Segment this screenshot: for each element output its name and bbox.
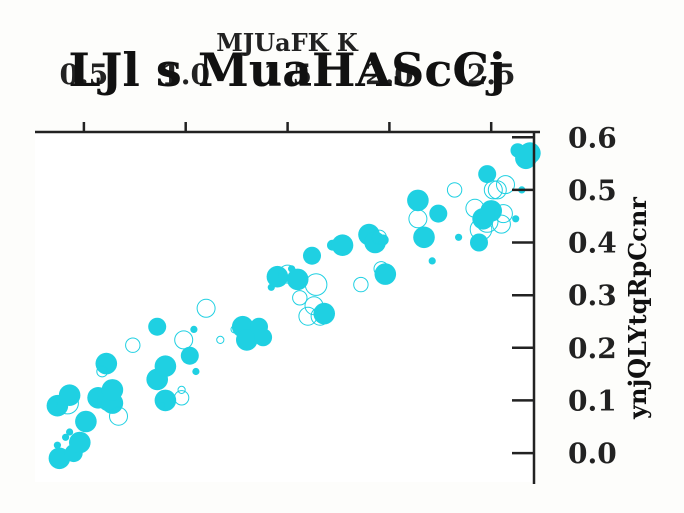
data-point [125,337,141,353]
data-point [192,367,200,376]
data-point [58,384,81,407]
data-point [66,428,74,436]
data-point [154,389,177,412]
data-point [429,204,448,223]
data-point [190,325,198,333]
y-tick-label: 0.0 [568,437,617,470]
data-point [446,182,463,198]
data-point [254,328,273,347]
data-point [53,441,62,449]
data-point [483,180,503,200]
data-point [455,233,463,241]
data-point [313,302,336,325]
x-tick-label: 1.5 [263,58,312,91]
data-point [196,298,216,318]
data-point [266,265,289,288]
chart-subtitle: MJUaFK K [216,28,359,57]
data-point [408,209,428,229]
data-point [353,276,369,293]
data-point [374,263,397,285]
data-point [101,379,124,401]
data-point [304,273,328,296]
plot-area [35,132,534,482]
data-point [75,410,97,433]
data-point [216,335,225,344]
data-point [428,257,436,265]
data-point [407,189,429,212]
data-point [377,234,389,246]
x-axis-ticks: 0.5 1.0 1.5 2.0 2.5 [60,58,516,132]
data-point [154,355,177,378]
data-point [180,346,199,365]
data-point [109,406,128,426]
data-point [286,268,309,291]
data-point [174,330,194,350]
data-point [413,226,435,249]
data-point [478,165,497,184]
data-point [512,215,520,223]
data-point [62,433,70,441]
y-tick-label: 0.1 [568,384,617,417]
chart-title: LJl s MuaHAScCj [68,43,505,97]
data-point [148,317,167,336]
data-point [493,204,513,224]
data-point [331,234,354,256]
data-point [491,214,511,234]
x-tick-label: 0.5 [60,58,109,91]
data-point [95,352,118,375]
data-point [480,200,503,222]
data-points [46,142,541,470]
x-tick-label: 2.5 [467,58,516,91]
data-point [177,385,186,394]
data-point [236,329,258,351]
x-tick-label: 2.0 [365,58,414,91]
data-point [157,402,165,410]
data-point [173,390,190,406]
x-tick-label: 1.0 [161,58,210,91]
data-point [69,431,91,454]
data-point [496,175,515,195]
y-tick-label: 0.6 [568,121,617,154]
y-tick-label: 0.3 [568,279,617,312]
y-axis-label: ynjQLYtqRpCcnr [623,197,652,420]
y-axis-ticks: 0.0 0.1 0.2 0.3 0.4 0.5 0.6 [512,121,617,470]
y-tick-label: 0.5 [568,174,617,207]
data-point [96,365,109,378]
y-tick-label: 0.4 [568,227,617,260]
data-point [292,290,308,306]
data-point [303,246,321,265]
data-point [519,142,541,164]
y-tick-label: 0.2 [568,332,617,365]
